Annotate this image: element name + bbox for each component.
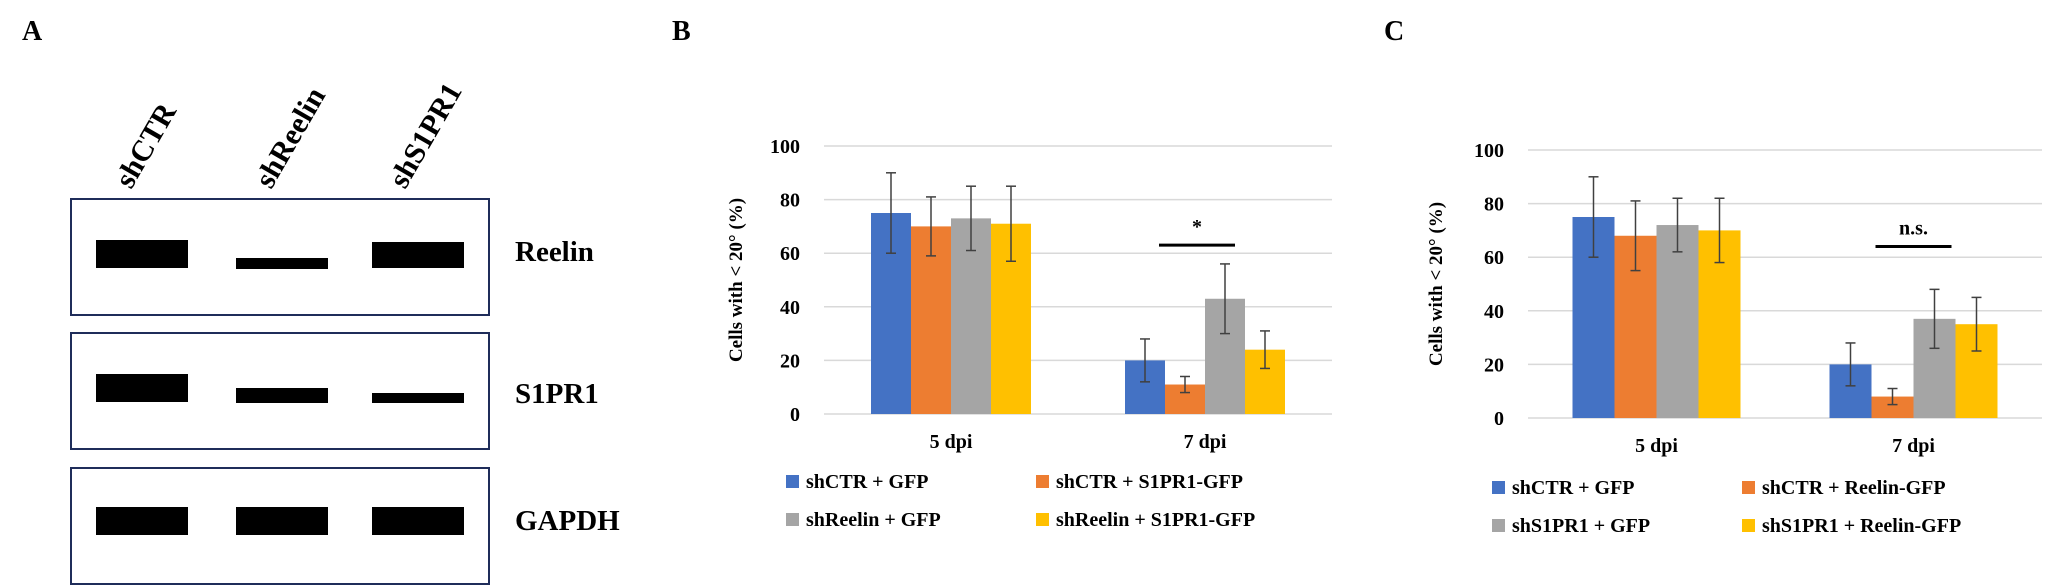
chart-b-ytick-label: 40 [780,297,800,319]
chart-b-category-label: 5 dpi [930,431,973,453]
chart-c-ytick-label: 0 [1494,408,1504,430]
lane-label-shctr: shCTR [108,97,183,194]
chart-c-legend-swatch [1742,481,1755,494]
panel-c-letter: C [1384,16,1405,47]
chart-c-bar [1871,396,1914,418]
chart-b-legend-swatch [1036,513,1049,526]
chart-c-legend-label: shCTR + GFP [1512,477,1635,499]
chart-c-legend-label: shS1PR1 + Reelin-GFP [1762,515,1961,537]
blot-box-gapdh [70,467,490,585]
blot-label-gapdh: GAPDH [515,505,620,537]
blot-box-s1pr1 [70,332,490,450]
chart-c-category-label: 7 dpi [1892,435,1935,457]
chart-c-ytick-label: 100 [1474,140,1504,162]
chart-b-legend-label: shReelin + GFP [806,509,941,531]
chart-b: 0 20 40 60 80 100 Cells with < 20° (%) 5 dpi 7 d… [726,136,1332,531]
panel-b-letter: B [672,16,691,47]
chart-b-ytick-label: 0 [790,404,800,426]
blot-label-s1pr1: S1PR1 [515,378,599,410]
lane-label-shreelin: shReelin [248,81,333,194]
chart-b-significance-label: * [1192,216,1202,238]
band-reelin-shctr [96,240,188,268]
chart-b-ytick-label: 80 [780,190,800,212]
blot-box-reelin [70,198,490,316]
chart-c-bar [1656,225,1699,418]
chart-c-legend-swatch [1742,519,1755,532]
panel-a-letter: A [22,16,43,47]
chart-b-legend-label: shCTR + GFP [806,471,929,493]
chart-c-significance-label: n.s. [1899,217,1928,239]
chart-b-legend-swatch [1036,475,1049,488]
band-gapdh-shctr [96,507,188,535]
chart-c-legend-swatch [1492,481,1505,494]
chart-c-ylabel: Cells with < 20° (%) [1426,202,1447,366]
chart-b-bar [911,226,951,414]
chart-b-legend-label: shReelin + S1PR1-GFP [1056,509,1255,531]
chart-b-legend-swatch [786,513,799,526]
chart-b-ylabel: Cells with < 20° (%) [726,198,747,362]
band-s1pr1-shs1pr1 [372,393,464,403]
band-gapdh-shreelin [236,507,328,535]
chart-b-category-label: 7 dpi [1184,431,1227,453]
chart-c: 0 20 40 60 80 100 Cells with < 20° (%) 5 dpi 7 d… [1426,140,2042,537]
chart-c-legend-label: shCTR + Reelin-GFP [1762,477,1946,499]
chart-c-legend-swatch [1492,519,1505,532]
band-s1pr1-shreelin [236,388,328,403]
band-gapdh-shs1pr1 [372,507,464,535]
band-reelin-shreelin [236,258,328,269]
chart-b-legend-swatch [786,475,799,488]
chart-c-ytick-label: 20 [1484,354,1504,376]
chart-b-ytick-label: 20 [780,350,800,372]
chart-c-ytick-label: 80 [1484,194,1504,216]
lane-label-shs1pr1: shS1PR1 [382,77,469,194]
band-s1pr1-shctr [96,374,188,402]
chart-c-ytick-label: 60 [1484,247,1504,269]
chart-b-legend-label: shCTR + S1PR1-GFP [1056,471,1243,493]
chart-c-ytick-label: 40 [1484,301,1504,323]
band-reelin-shs1pr1 [372,242,464,268]
chart-b-ytick-label: 100 [770,136,800,158]
blot-label-reelin: Reelin [515,236,594,268]
chart-c-category-label: 5 dpi [1635,435,1678,457]
chart-b-ytick-label: 60 [780,243,800,265]
chart-c-legend-label: shS1PR1 + GFP [1512,515,1650,537]
